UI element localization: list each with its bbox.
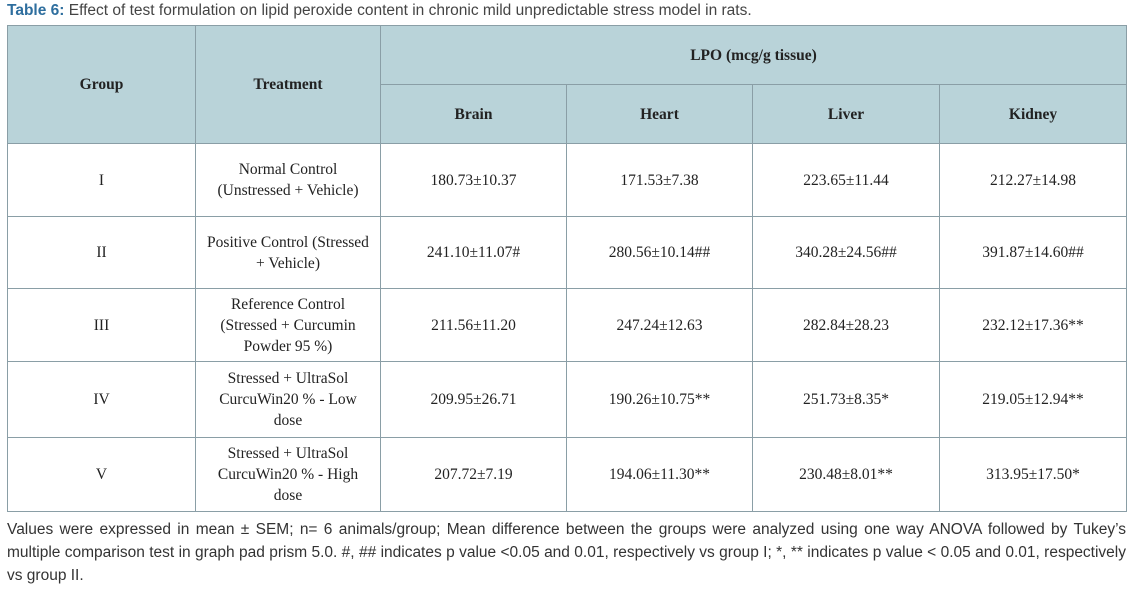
table-row: V Stressed + UltraSol CurcuWin20 % - High… (7, 437, 1128, 512)
treatment-cell: Stressed + UltraSol CurcuWin20 % - High … (195, 437, 381, 512)
table-row: II Positive Control (Stressed + Vehicle) 2… (7, 216, 1128, 289)
table-row: IV Stressed + UltraSol CurcuWin20 % - Low… (7, 361, 1128, 438)
value-cell: 209.95±26.71 (380, 361, 567, 438)
value-cell: 194.06±11.30** (566, 437, 753, 512)
value-cell: 180.73±10.37 (380, 143, 567, 217)
value-cell: 391.87±14.60## (938, 216, 1128, 289)
value-cell: 223.65±11.44 (752, 143, 940, 217)
group-cell: IV (7, 361, 196, 438)
header-treatment: Treatment (195, 25, 381, 144)
treatment-cell: Reference Control (Stressed + Curcumin P… (195, 288, 381, 362)
value-cell: 171.53±7.38 (566, 143, 753, 217)
table-row: I Normal Control (Unstressed + Vehicle) 18… (7, 143, 1128, 217)
value-cell: 190.26±10.75** (566, 361, 753, 438)
treatment-cell: Normal Control (Unstressed + Vehicle) (195, 143, 381, 217)
table: Group Treatment LPO (mcg/g tissue) Brain He… (7, 25, 1128, 512)
treatment-cell: Stressed + UltraSol CurcuWin20 % - Low d… (195, 361, 381, 438)
value-cell: 230.48±8.01** (752, 437, 940, 512)
value-cell: 251.73±8.35* (752, 361, 940, 438)
value-cell: 241.10±11.07# (380, 216, 567, 289)
value-cell: 219.05±12.94** (938, 361, 1128, 438)
caption: Table 6: Effect of test formulation on l… (7, 2, 752, 20)
header-organ: Brain (380, 84, 567, 144)
value-cell: 282.84±28.23 (752, 288, 940, 362)
group-cell: III (7, 288, 196, 362)
header-organ: Liver (752, 84, 940, 144)
value-cell: 212.27±14.98 (938, 143, 1128, 217)
group-cell: V (7, 437, 196, 512)
value-cell: 211.56±11.20 (380, 288, 567, 362)
value-cell: 247.24±12.63 (566, 288, 753, 362)
value-cell: 280.56±10.14## (566, 216, 753, 289)
caption-label: Table 6: (7, 2, 65, 19)
value-cell: 232.12±17.36** (938, 288, 1128, 362)
value-cell: 207.72±7.19 (380, 437, 567, 512)
value-cell: 340.28±24.56## (752, 216, 940, 289)
footnote: Values were expressed in mean ± SEM; n= … (7, 521, 1126, 584)
header-organ: Heart (566, 84, 753, 144)
caption-text: Effect of test formulation on lipid pero… (68, 2, 752, 19)
header-organ: Kidney (938, 84, 1128, 144)
table-row: III Reference Control (Stressed + Curcumi… (7, 288, 1128, 362)
group-cell: I (7, 143, 196, 217)
group-cell: II (7, 216, 196, 289)
treatment-cell: Positive Control (Stressed + Vehicle) (195, 216, 381, 289)
header-group: Group (7, 25, 196, 144)
header-lpo: LPO (mcg/g tissue) (379, 25, 1128, 85)
value-cell: 313.95±17.50* (938, 437, 1128, 512)
